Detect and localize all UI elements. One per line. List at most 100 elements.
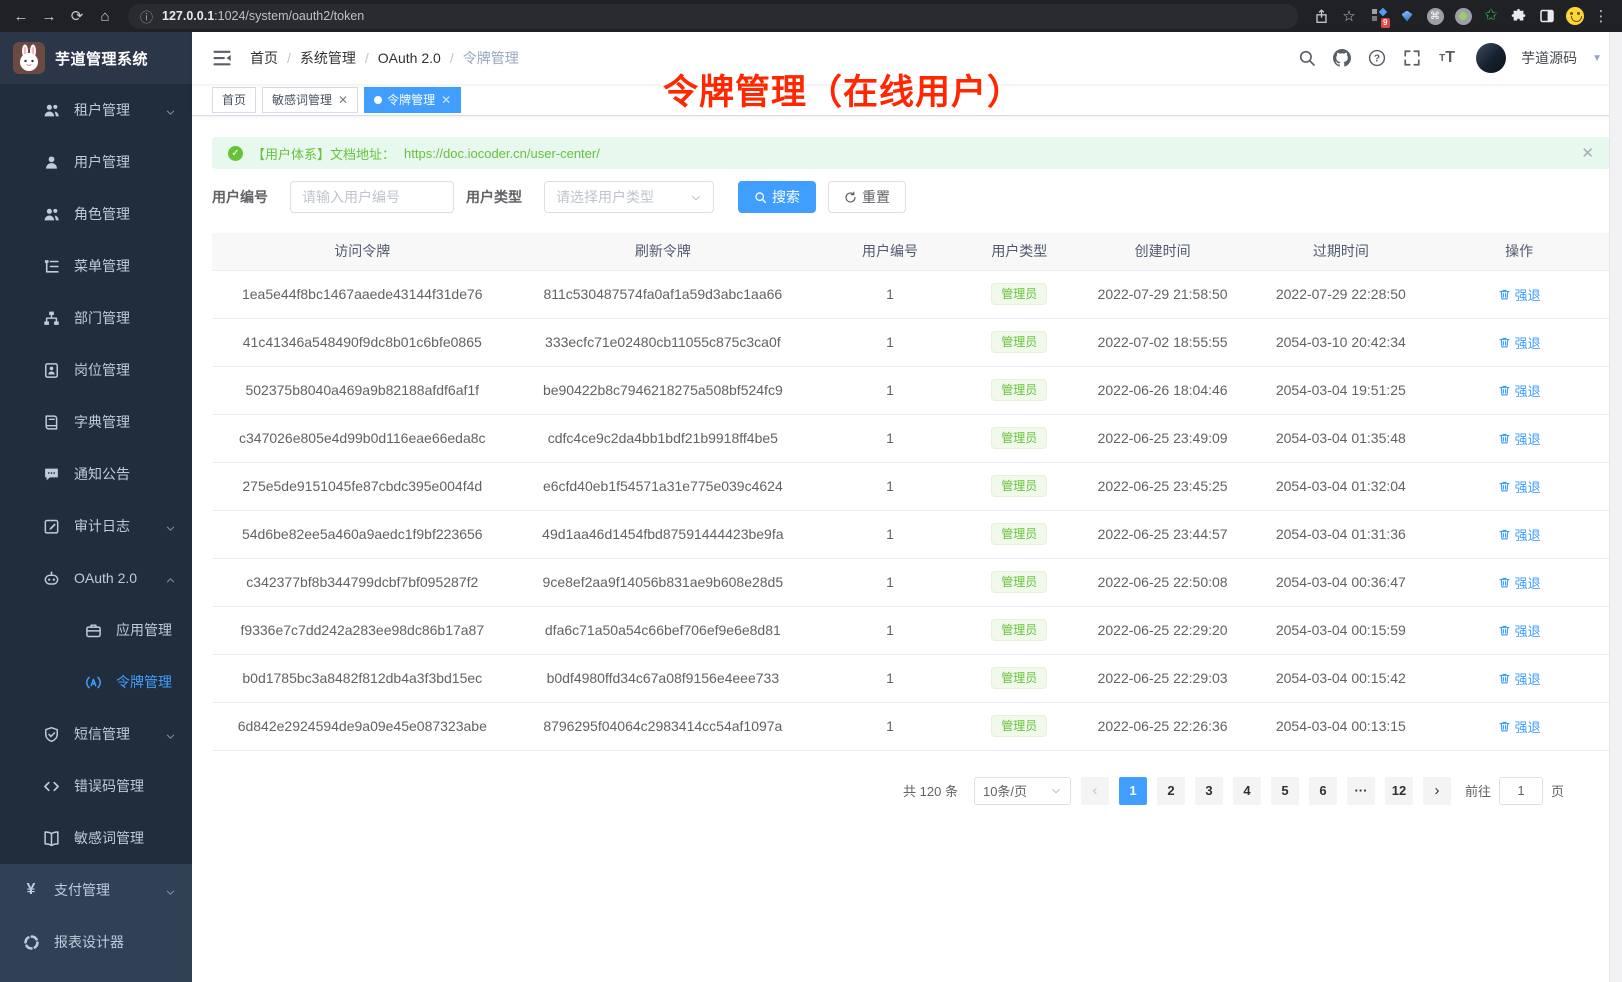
tags-view-bar: 首页 敏感词管理 ✕ 令牌管理 ✕ bbox=[192, 84, 1622, 116]
puzzle-extensions-icon[interactable] bbox=[1508, 5, 1530, 27]
sidebar-item-租户管理[interactable]: 租户管理 bbox=[0, 84, 192, 136]
prev-page-button[interactable]: ‹ bbox=[1080, 776, 1109, 805]
sidebar-item-label: 部门管理 bbox=[74, 310, 130, 326]
user-type-select[interactable]: 请选择用户类型 bbox=[544, 181, 714, 213]
bookmark-star-icon[interactable]: ☆ bbox=[1342, 8, 1356, 25]
user-type-tag: 管理员 bbox=[991, 619, 1048, 641]
force-logout-button[interactable]: 强退 bbox=[1498, 621, 1541, 640]
page-scrollbar[interactable] bbox=[1609, 32, 1622, 982]
sidebar-item-岗位管理[interactable]: 岗位管理 bbox=[0, 344, 192, 396]
reload-icon[interactable]: ⟳ bbox=[70, 8, 84, 25]
search-icon[interactable] bbox=[1297, 48, 1317, 68]
forward-icon[interactable]: → bbox=[41, 7, 57, 25]
user-type-label: 用户类型 bbox=[466, 189, 522, 205]
emoji-profile-icon[interactable] bbox=[1564, 5, 1586, 27]
page-number-5[interactable]: 5 bbox=[1270, 776, 1299, 805]
tab-close-icon[interactable]: ✕ bbox=[441, 92, 452, 107]
star-extension-icon[interactable]: ✩ bbox=[1484, 7, 1498, 24]
tab-首页[interactable]: 首页 bbox=[212, 86, 257, 113]
page-list: 1 2 3 4 5 6 ··· 12 bbox=[1118, 776, 1413, 805]
sidebar-item-敏感词管理[interactable]: 敏感词管理 bbox=[0, 812, 192, 864]
page-ellipsis[interactable]: ··· bbox=[1346, 776, 1375, 805]
goto-page-input[interactable] bbox=[1498, 776, 1543, 805]
force-logout-button[interactable]: 强退 bbox=[1498, 717, 1541, 736]
rabbit-logo-image bbox=[13, 42, 45, 74]
sidebar-item-应用管理[interactable]: 应用管理 bbox=[0, 604, 192, 656]
tab-令牌管理[interactable]: 令牌管理 ✕ bbox=[364, 86, 462, 113]
page-number-12[interactable]: 12 bbox=[1384, 776, 1413, 805]
tab-close-icon[interactable]: ✕ bbox=[338, 92, 349, 107]
force-logout-button[interactable]: 强退 bbox=[1498, 429, 1541, 448]
sidebar-item-部门管理[interactable]: 部门管理 bbox=[0, 292, 192, 344]
created-time-cell: 2022-06-25 22:29:20 bbox=[1071, 606, 1254, 655]
breadcrumb-item[interactable]: 系统管理 bbox=[299, 50, 356, 66]
user-avatar[interactable] bbox=[1476, 43, 1507, 73]
breadcrumb-item[interactable]: OAuth 2.0 bbox=[377, 50, 441, 66]
force-logout-button[interactable]: 强退 bbox=[1498, 333, 1541, 352]
alert-close-icon[interactable]: ✕ bbox=[1581, 145, 1594, 162]
column-header-刷新令牌: 刷新令牌 bbox=[512, 233, 814, 271]
sidebar-item-角色管理[interactable]: 角色管理 bbox=[0, 188, 192, 240]
oauth-icon bbox=[42, 569, 60, 587]
sidebar-item-用户管理[interactable]: 用户管理 bbox=[0, 136, 192, 188]
force-logout-button[interactable]: 强退 bbox=[1498, 525, 1541, 544]
sidebar-item-菜单管理[interactable]: 菜单管理 bbox=[0, 240, 192, 292]
help-icon[interactable]: ? bbox=[1367, 48, 1387, 68]
table-header-row: 访问令牌 刷新令牌 用户编号 用户类型 创建时间 过期时间 操作 bbox=[212, 233, 1610, 271]
breadcrumb-item[interactable]: 首页 bbox=[250, 50, 278, 66]
access-token-cell: 41c41346a548490f9dc8b01c6bfe0865 bbox=[212, 318, 513, 367]
address-bar[interactable]: ⓘ 127.0.0.1:1024/system/oauth2/token bbox=[128, 3, 1298, 29]
site-info-icon[interactable]: ⓘ bbox=[140, 9, 154, 25]
sidebar-item-短信管理[interactable]: 短信管理 bbox=[0, 708, 192, 760]
created-time-cell: 2022-06-25 22:26:36 bbox=[1071, 702, 1254, 751]
refresh-token-cell: e6cfd40eb1f54571a31e775e039c4624 bbox=[512, 462, 814, 511]
username[interactable]: 芋道源码 bbox=[1521, 50, 1578, 66]
force-logout-button[interactable]: 强退 bbox=[1498, 381, 1541, 400]
sidebar-item-label: 角色管理 bbox=[74, 206, 130, 222]
page-number-3[interactable]: 3 bbox=[1194, 776, 1223, 805]
actions-cell: 强退 bbox=[1428, 366, 1610, 415]
user-id-input[interactable] bbox=[290, 181, 454, 213]
gem-extension-icon[interactable] bbox=[1396, 5, 1418, 27]
browser-menu-icon[interactable]: ⋮ bbox=[1593, 8, 1609, 25]
next-page-button[interactable]: › bbox=[1422, 776, 1451, 805]
sidebar-item-支付管理[interactable]: ¥ 支付管理 bbox=[0, 864, 192, 916]
force-logout-button[interactable]: 强退 bbox=[1498, 285, 1541, 304]
sidebar-item-报表设计器[interactable]: 报表设计器 bbox=[0, 916, 192, 968]
chevron-down-icon[interactable]: ▼ bbox=[1592, 52, 1602, 64]
force-logout-button[interactable]: 强退 bbox=[1498, 669, 1541, 688]
github-icon[interactable] bbox=[1332, 48, 1352, 68]
sidebar-fold-icon[interactable] bbox=[212, 48, 232, 68]
sidebar-item-错误码管理[interactable]: 错误码管理 bbox=[0, 760, 192, 812]
sidebar-item-审计日志[interactable]: 审计日志 bbox=[0, 500, 192, 552]
home-icon[interactable]: ⌂ bbox=[100, 7, 110, 25]
column-header-用户类型: 用户类型 bbox=[966, 233, 1072, 271]
fullscreen-icon[interactable] bbox=[1402, 48, 1422, 68]
reset-button[interactable]: 重置 bbox=[828, 181, 906, 213]
sidebar-item-令牌管理[interactable]: 令牌管理 bbox=[0, 656, 192, 708]
tab-敏感词管理[interactable]: 敏感词管理 ✕ bbox=[262, 86, 359, 113]
chevron-up-icon bbox=[165, 573, 176, 584]
share-icon[interactable] bbox=[1308, 3, 1334, 29]
table-row: c342377bf8b344799dcbf7bf095287f2 9ce8ef2a… bbox=[212, 558, 1610, 607]
dict-icon bbox=[42, 413, 60, 431]
page-size-select[interactable]: 10条/页 bbox=[973, 776, 1071, 805]
side-panel-icon[interactable] bbox=[1536, 5, 1558, 27]
page-number-4[interactable]: 4 bbox=[1232, 776, 1261, 805]
refresh-token-cell: cdfc4ce9c2da4bb1bdf21b9918ff4be5 bbox=[512, 414, 814, 463]
page-number-1[interactable]: 1 bbox=[1118, 776, 1147, 805]
sidebar-item-字典管理[interactable]: 字典管理 bbox=[0, 396, 192, 448]
doc-link[interactable]: https://doc.iocoder.cn/user-center/ bbox=[404, 145, 600, 161]
page-number-2[interactable]: 2 bbox=[1156, 776, 1185, 805]
sidebar-item-OAuth 2.0[interactable]: OAuth 2.0 bbox=[0, 552, 192, 604]
sidebar-item-通知公告[interactable]: 通知公告 bbox=[0, 448, 192, 500]
record-extension-icon[interactable] bbox=[1452, 5, 1474, 27]
force-logout-button[interactable]: 强退 bbox=[1498, 573, 1541, 592]
extension-badge-icon[interactable]: 9 bbox=[1368, 5, 1390, 28]
search-button[interactable]: 搜索 bbox=[738, 181, 816, 213]
page-number-6[interactable]: 6 bbox=[1308, 776, 1337, 805]
force-logout-button[interactable]: 强退 bbox=[1498, 477, 1541, 496]
command-extension-icon[interactable]: ⌘ bbox=[1424, 5, 1446, 27]
back-icon[interactable]: ← bbox=[13, 7, 29, 25]
